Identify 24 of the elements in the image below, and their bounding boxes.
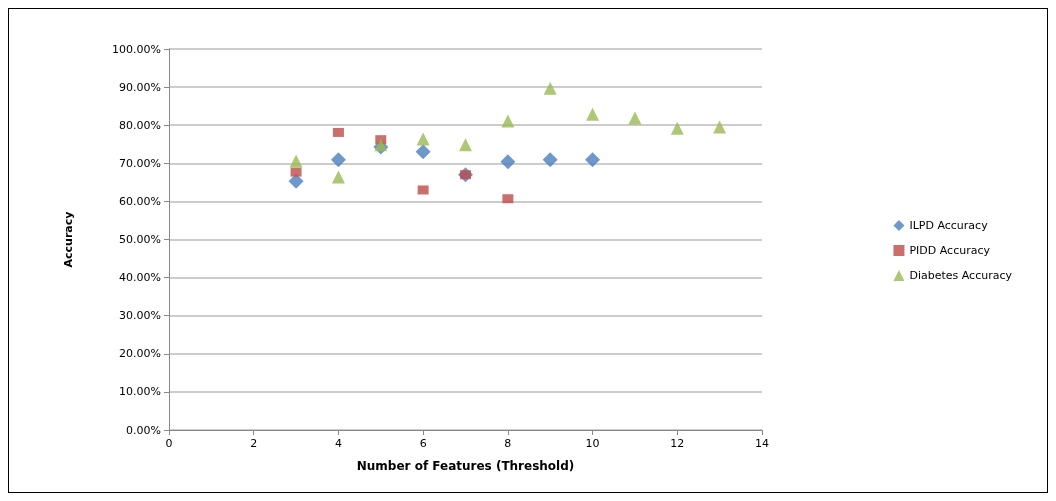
y-tick-label: 60.00% bbox=[119, 194, 161, 208]
x-axis-title: Number of Features (Threshold) bbox=[356, 459, 575, 473]
y-tick-label: 70.00% bbox=[119, 156, 161, 170]
y-tick-label: 20.00% bbox=[119, 347, 161, 361]
y-tick-label: 100.00% bbox=[112, 42, 161, 56]
y-tick-label: 80.00% bbox=[119, 118, 161, 132]
legend-label: PIDD Accuracy bbox=[909, 244, 991, 257]
x-tick-label: 4 bbox=[334, 437, 342, 450]
y-tick-label: 50.00% bbox=[119, 233, 161, 246]
y-tick-label: 30.00% bbox=[119, 309, 161, 323]
y-axis-title: Accuracy bbox=[62, 211, 75, 268]
y-tick-label: 0.00% bbox=[126, 423, 161, 437]
x-tick-label: 8 bbox=[504, 437, 512, 450]
x-tick-label: 10 bbox=[585, 437, 600, 450]
y-tick-label: 10.00% bbox=[119, 385, 161, 399]
legend-label: Diabetes Accuracy bbox=[909, 269, 1013, 282]
x-tick-label: 0 bbox=[165, 437, 173, 450]
x-tick-label: 2 bbox=[250, 437, 258, 450]
y-tick-label: 40.00% bbox=[119, 271, 161, 285]
x-tick-label: 6 bbox=[419, 437, 427, 450]
x-tick-label: 12 bbox=[670, 437, 685, 450]
y-tick-label: 90.00% bbox=[119, 80, 161, 94]
x-tick-label: 14 bbox=[755, 437, 769, 450]
legend-label: ILPD Accuracy bbox=[909, 219, 989, 232]
